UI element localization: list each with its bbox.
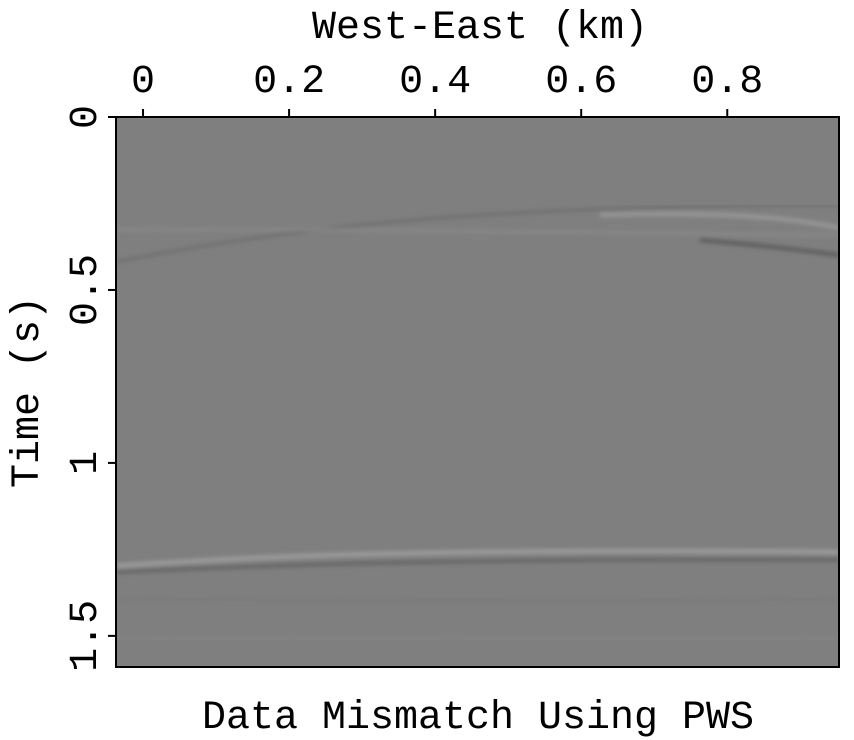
y-axis-label: Time (s)	[6, 296, 51, 488]
x-tick-label: 0.8	[691, 60, 763, 105]
image-panel	[116, 117, 839, 667]
seismic-events	[116, 203, 839, 641]
chart-title: Data Mismatch Using PWS	[202, 696, 754, 740]
y-tick-label: 0	[64, 105, 109, 129]
x-tick-label: 0.4	[399, 60, 471, 105]
y-tick-label: 1.5	[64, 600, 109, 672]
plot-frame	[115, 116, 840, 668]
y-tick-label: 0.5	[64, 254, 109, 326]
x-axis-label: West-East (km)	[312, 6, 648, 51]
x-tick-label: 0.2	[253, 60, 325, 105]
x-tick-label: 0.6	[545, 60, 617, 105]
y-tick-label: 1	[64, 451, 109, 475]
x-tick-label: 0	[131, 60, 155, 105]
